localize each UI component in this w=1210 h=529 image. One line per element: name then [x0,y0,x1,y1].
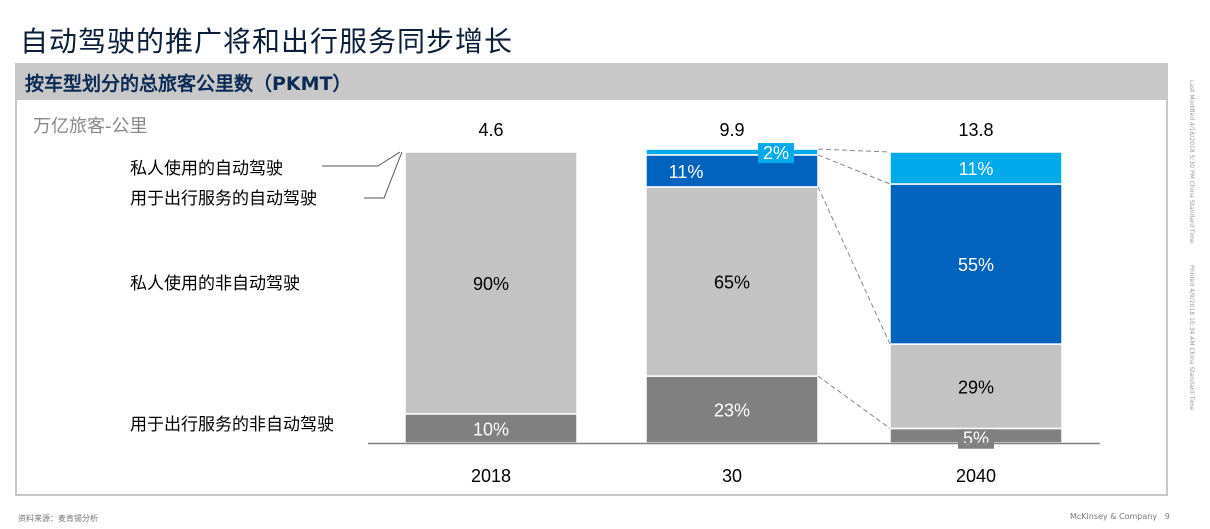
connector-line [817,148,891,153]
legend-label: 私人使用的自动驾驶 [130,158,283,179]
page-title: 自动驾驶的推广将和出行服务同步增长 [20,25,514,58]
data-label: 2% [763,143,789,163]
legend-leader-line [364,151,403,199]
company-label: McKinsey & Company [1070,512,1158,521]
legend-label: 用于出行服务的自动驾驶 [130,189,317,209]
y-axis-unit-label: 万亿旅客-公里 [33,116,148,137]
data-label: 55% [958,255,994,275]
chart-panel [15,63,1168,496]
x-tick-label: 30 [722,466,742,486]
legend-label: 用于出行服务的非自动驾驶 [130,415,334,435]
bar-segment [889,151,1063,185]
legend-label: 私人使用的非自动驾驶 [130,273,300,294]
x-tick-label: 2040 [956,466,996,486]
page-number: 9 [1164,512,1170,521]
data-label: 90% [473,274,509,294]
data-label: 11% [959,159,994,179]
data-label: 5% [963,429,989,449]
connector-line [817,186,891,345]
legend-leader-line [322,151,401,167]
data-label: 65% [714,272,750,292]
data-label: 29% [958,377,994,397]
bar-total-label: 13.8 [958,120,993,140]
bar-segment [645,375,819,444]
bar-segment [645,186,819,377]
connector-line [817,375,891,429]
company-name: McKinsey & Company 9 [1070,512,1170,521]
connector-line [817,154,891,185]
chart-subtitle: 按车型划分的总旅客公里数（PKMT） [25,73,352,95]
data-label: 23% [714,401,750,421]
bar-segment [404,151,578,415]
bar-total-label: 9.9 [719,120,744,140]
chart-header-band: 按车型划分的总旅客公里数（PKMT） [15,63,1168,100]
bar-segment [889,183,1063,345]
data-label: 11% [669,162,704,182]
data-label: 10% [473,419,509,439]
bar-segment [404,413,578,444]
x-tick-label: 2018 [471,466,511,486]
source-note: 资料来源：麦肯锡分析 [18,514,98,523]
bar-total-label: 4.6 [478,120,503,140]
data-label-background [758,143,794,164]
bar-segment [645,148,819,156]
